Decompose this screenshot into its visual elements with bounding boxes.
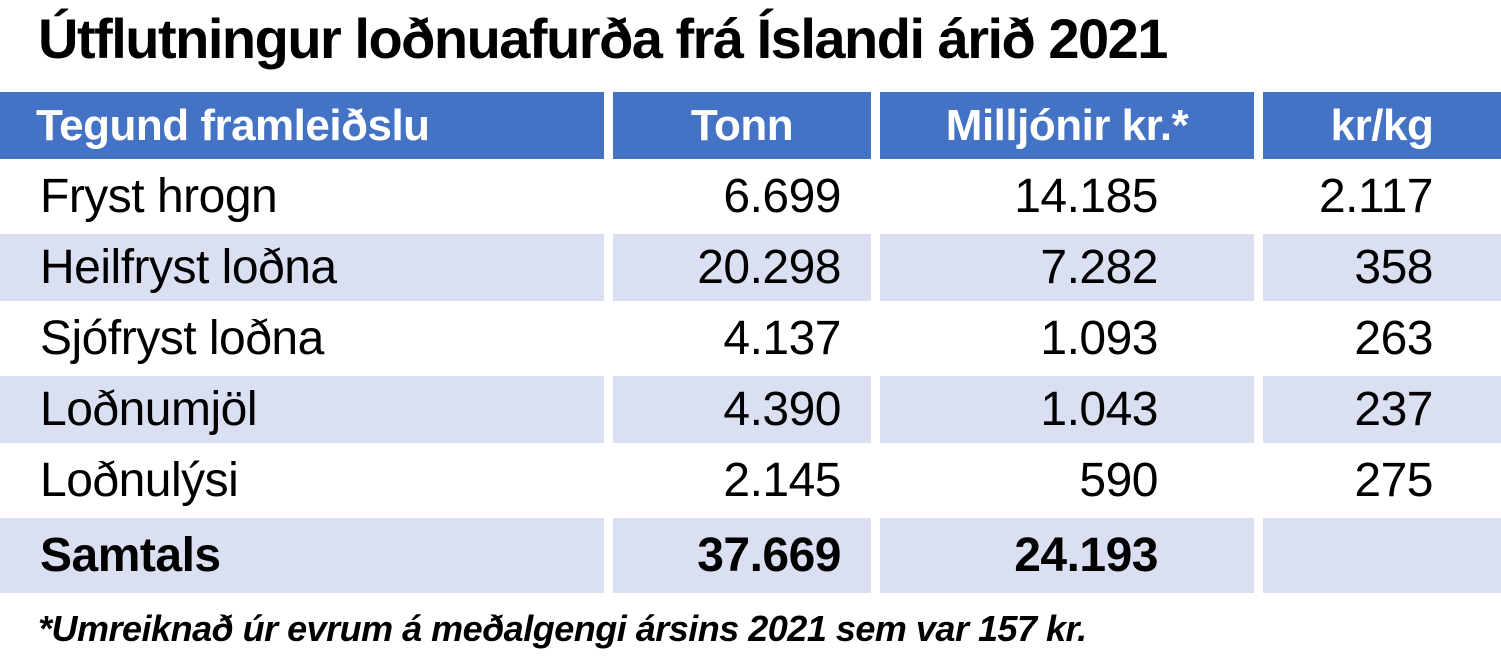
table-cell: Sjófryst loðna xyxy=(0,305,604,372)
table-cell: 2.145 xyxy=(613,447,871,514)
page-title: Útflutningur loðnuafurða frá Íslandi ári… xyxy=(38,7,1168,70)
table-cell: 4.137 xyxy=(613,305,871,372)
table-cell: 263 xyxy=(1263,305,1501,372)
table-cell: 2.117 xyxy=(1263,163,1501,230)
table-cell: Heilfryst loðna xyxy=(0,234,604,301)
table-cell: Loðnulýsi xyxy=(0,447,604,514)
column-header-krkg: kr/kg xyxy=(1263,92,1501,159)
column-header-tegund: Tegund framleiðslu xyxy=(0,92,604,159)
footnote: *Umreiknað úr evrum á meðalgengi ársins … xyxy=(38,608,1087,649)
table-cell: 7.282 xyxy=(880,234,1254,301)
table-cell: 275 xyxy=(1263,447,1501,514)
table-cell: 1.043 xyxy=(880,376,1254,443)
column-header-milljonir: Milljónir kr.* xyxy=(880,92,1254,159)
table-cell: 358 xyxy=(1263,234,1501,301)
total-row-krkg xyxy=(1263,518,1501,593)
table-cell: 237 xyxy=(1263,376,1501,443)
total-row-label: Samtals xyxy=(0,518,604,593)
column-header-tonn: Tonn xyxy=(613,92,871,159)
table-cell: 20.298 xyxy=(613,234,871,301)
table-cell: Fryst hrogn xyxy=(0,163,604,230)
table-cell: 6.699 xyxy=(613,163,871,230)
table-cell: 4.390 xyxy=(613,376,871,443)
table-cell: Loðnumjöl xyxy=(0,376,604,443)
table-cell: 1.093 xyxy=(880,305,1254,372)
total-row-milljonir: 24.193 xyxy=(880,518,1254,593)
table-cell: 590 xyxy=(880,447,1254,514)
total-row-tonn: 37.669 xyxy=(613,518,871,593)
export-data-table: Tegund framleiðslu Tonn Milljónir kr.* k… xyxy=(0,92,1501,593)
table-cell: 14.185 xyxy=(880,163,1254,230)
